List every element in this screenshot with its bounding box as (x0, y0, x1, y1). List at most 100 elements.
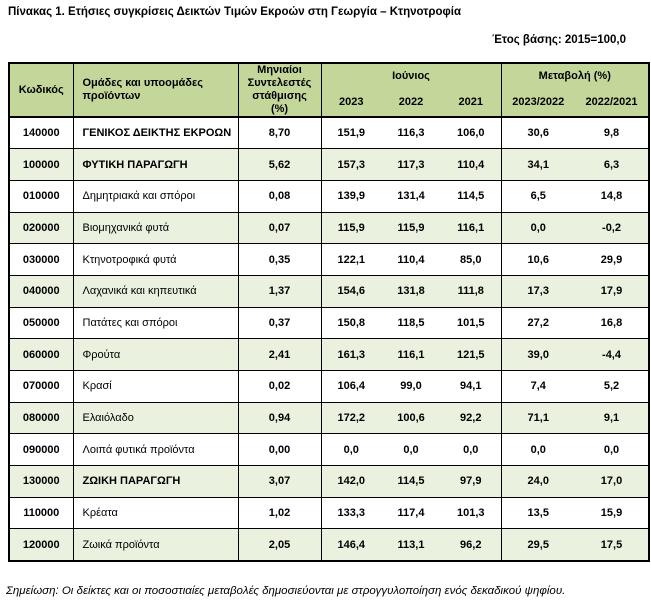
cell-index-2023: 133,3 (320, 496, 381, 529)
header-june-group: Ιούνιος (320, 63, 502, 88)
table-body: 140000 ΓΕΝΙΚΟΣ ΔΕΙΚΤΗΣ ΕΚΡΟΩΝ 8,70 151,9 116… (9, 116, 650, 561)
cell-index-2023: 139,9 (320, 179, 381, 213)
header-code: Κωδικός (9, 63, 73, 117)
cell-product-name: Λαχανικά και κηπευτικά (72, 274, 238, 308)
table-row: 050000 Πατάτες και σπόροι 0,37 150,8 118,5 10… (9, 306, 650, 339)
cell-code: 060000 (9, 338, 73, 371)
cell-index-2021: 110,4 (441, 148, 502, 181)
cell-change-2023-2022: 30,6 (500, 116, 576, 149)
cell-change-2023-2022: 24,0 (500, 465, 576, 498)
cell-index-2022: 116,3 (381, 116, 441, 149)
cell-weight: 8,70 (237, 116, 321, 149)
cell-code: 110000 (9, 496, 73, 529)
cell-change-2022-2021: 17,0 (575, 465, 650, 498)
cell-product-name: Ελαιόλαδο (72, 401, 238, 434)
table-row: 090000 Λοιπά φυτικά προϊόντα 0,00 0,0 0,0 0,0… (9, 433, 650, 466)
header-change-group: Μεταβολή (%) (500, 63, 650, 88)
cell-change-2023-2022: 13,5 (500, 496, 576, 529)
cell-index-2023: 122,1 (320, 243, 381, 276)
cell-weight: 3,07 (237, 465, 321, 498)
cell-change-2023-2022: 29,5 (500, 528, 576, 561)
table-header: Κωδικός Ομάδες και υποομάδες προϊόντων Μ… (9, 63, 650, 117)
cell-change-2022-2021: 0,0 (575, 433, 650, 466)
header-weights: Μηνιαίοι Συντελεστές στάθμισης (%) (237, 63, 321, 117)
cell-product-name: Βιομηχανικά φυτά (72, 211, 238, 244)
table-row: 120000 Ζωικά προϊόντα 2,05 146,4 113,1 96,2 29… (9, 528, 650, 561)
cell-index-2022: 131,8 (381, 274, 441, 308)
cell-index-2021: 121,5 (441, 338, 502, 371)
cell-change-2023-2022: 71,1 (500, 401, 576, 434)
cell-change-2022-2021: 5,2 (575, 370, 650, 403)
cell-product-name: Ζωικά προϊόντα (72, 528, 238, 561)
table-row: 070000 Κρασί 0,02 106,4 99,0 94,1 7,4 5,2 (9, 370, 650, 403)
cell-change-2023-2022: 0,0 (500, 433, 576, 466)
cell-change-2022-2021: 14,8 (575, 179, 650, 213)
cell-change-2022-2021: 9,8 (575, 116, 650, 149)
cell-index-2022: 113,1 (381, 528, 441, 561)
cell-code: 050000 (9, 306, 73, 339)
cell-change-2022-2021: 29,9 (575, 243, 650, 276)
cell-product-name: Λοιπά φυτικά προϊόντα (72, 433, 238, 466)
cell-change-2023-2022: 0,0 (500, 211, 576, 244)
cell-weight: 0,00 (237, 433, 321, 466)
header-year-2022: 2022 (381, 88, 441, 117)
cell-product-name: Κτηνοτροφικά φυτά (72, 243, 238, 276)
table-row: 020000 Βιομηχανικά φυτά 0,07 115,9 115,9 116,… (9, 211, 650, 244)
cell-weight: 2,05 (237, 528, 321, 561)
cell-index-2023: 0,0 (320, 433, 381, 466)
cell-weight: 0,08 (237, 179, 321, 213)
price-index-table: Κωδικός Ομάδες και υποομάδες προϊόντων Μ… (8, 62, 651, 562)
cell-code: 020000 (9, 211, 73, 244)
cell-change-2022-2021: 9,1 (575, 401, 650, 434)
cell-index-2021: 101,5 (441, 306, 502, 339)
table-row: 010000 Δημητριακά και σπόροι 0,08 139,9 131,… (9, 179, 650, 213)
cell-index-2021: 0,0 (441, 433, 502, 466)
header-change-2023-2022: 2023/2022 (500, 88, 576, 117)
cell-index-2023: 154,6 (320, 274, 381, 308)
cell-code: 080000 (9, 401, 73, 434)
cell-product-name: Δημητριακά και σπόροι (72, 179, 238, 213)
cell-code: 070000 (9, 370, 73, 403)
cell-change-2022-2021: 17,9 (575, 274, 650, 308)
cell-index-2022: 100,6 (381, 401, 441, 434)
cell-product-name: Κρέατα (72, 496, 238, 529)
cell-index-2023: 142,0 (320, 465, 381, 498)
table-row: 040000 Λαχανικά και κηπευτικά 1,37 154,6 131… (9, 274, 650, 308)
cell-product-name: ΦΥΤΙΚΗ ΠΑΡΑΓΩΓΗ (72, 148, 238, 181)
cell-weight: 5,62 (237, 148, 321, 181)
cell-change-2023-2022: 7,4 (500, 370, 576, 403)
table-row: 080000 Ελαιόλαδο 0,94 172,2 100,6 92,2 71,1 9,1 (9, 401, 650, 434)
cell-index-2023: 151,9 (320, 116, 381, 149)
cell-index-2021: 97,9 (441, 465, 502, 498)
cell-change-2022-2021: 16,8 (575, 306, 650, 339)
cell-index-2021: 114,5 (441, 179, 502, 213)
cell-change-2023-2022: 27,2 (500, 306, 576, 339)
cell-index-2022: 115,9 (381, 211, 441, 244)
cell-code: 130000 (9, 465, 73, 498)
cell-change-2022-2021: -4,4 (575, 338, 650, 371)
cell-index-2023: 172,2 (320, 401, 381, 434)
header-year-2021: 2021 (441, 88, 502, 117)
cell-change-2022-2021: 15,9 (575, 496, 650, 529)
cell-product-name: Κρασί (72, 370, 238, 403)
cell-index-2021: 92,2 (441, 401, 502, 434)
cell-index-2022: 0,0 (381, 433, 441, 466)
cell-index-2021: 96,2 (441, 528, 502, 561)
cell-index-2021: 101,3 (441, 496, 502, 529)
cell-product-name: ΓΕΝΙΚΟΣ ΔΕΙΚΤΗΣ ΕΚΡΟΩΝ (72, 116, 238, 149)
cell-code: 120000 (9, 528, 73, 561)
cell-index-2023: 115,9 (320, 211, 381, 244)
page-title: Πίνακας 1. Ετήσιες συγκρίσεις Δεικτών Τι… (8, 6, 462, 18)
cell-change-2023-2022: 39,0 (500, 338, 576, 371)
cell-index-2022: 131,4 (381, 179, 441, 213)
cell-weight: 2,41 (237, 338, 321, 371)
cell-index-2022: 117,4 (381, 496, 441, 529)
cell-weight: 0,94 (237, 401, 321, 434)
cell-weight: 0,37 (237, 306, 321, 339)
header-groups: Ομάδες και υποομάδες προϊόντων (72, 63, 238, 117)
cell-index-2022: 117,3 (381, 148, 441, 181)
cell-index-2023: 150,8 (320, 306, 381, 339)
cell-product-name: Φρούτα (72, 338, 238, 371)
cell-index-2022: 118,5 (381, 306, 441, 339)
cell-index-2023: 146,4 (320, 528, 381, 561)
